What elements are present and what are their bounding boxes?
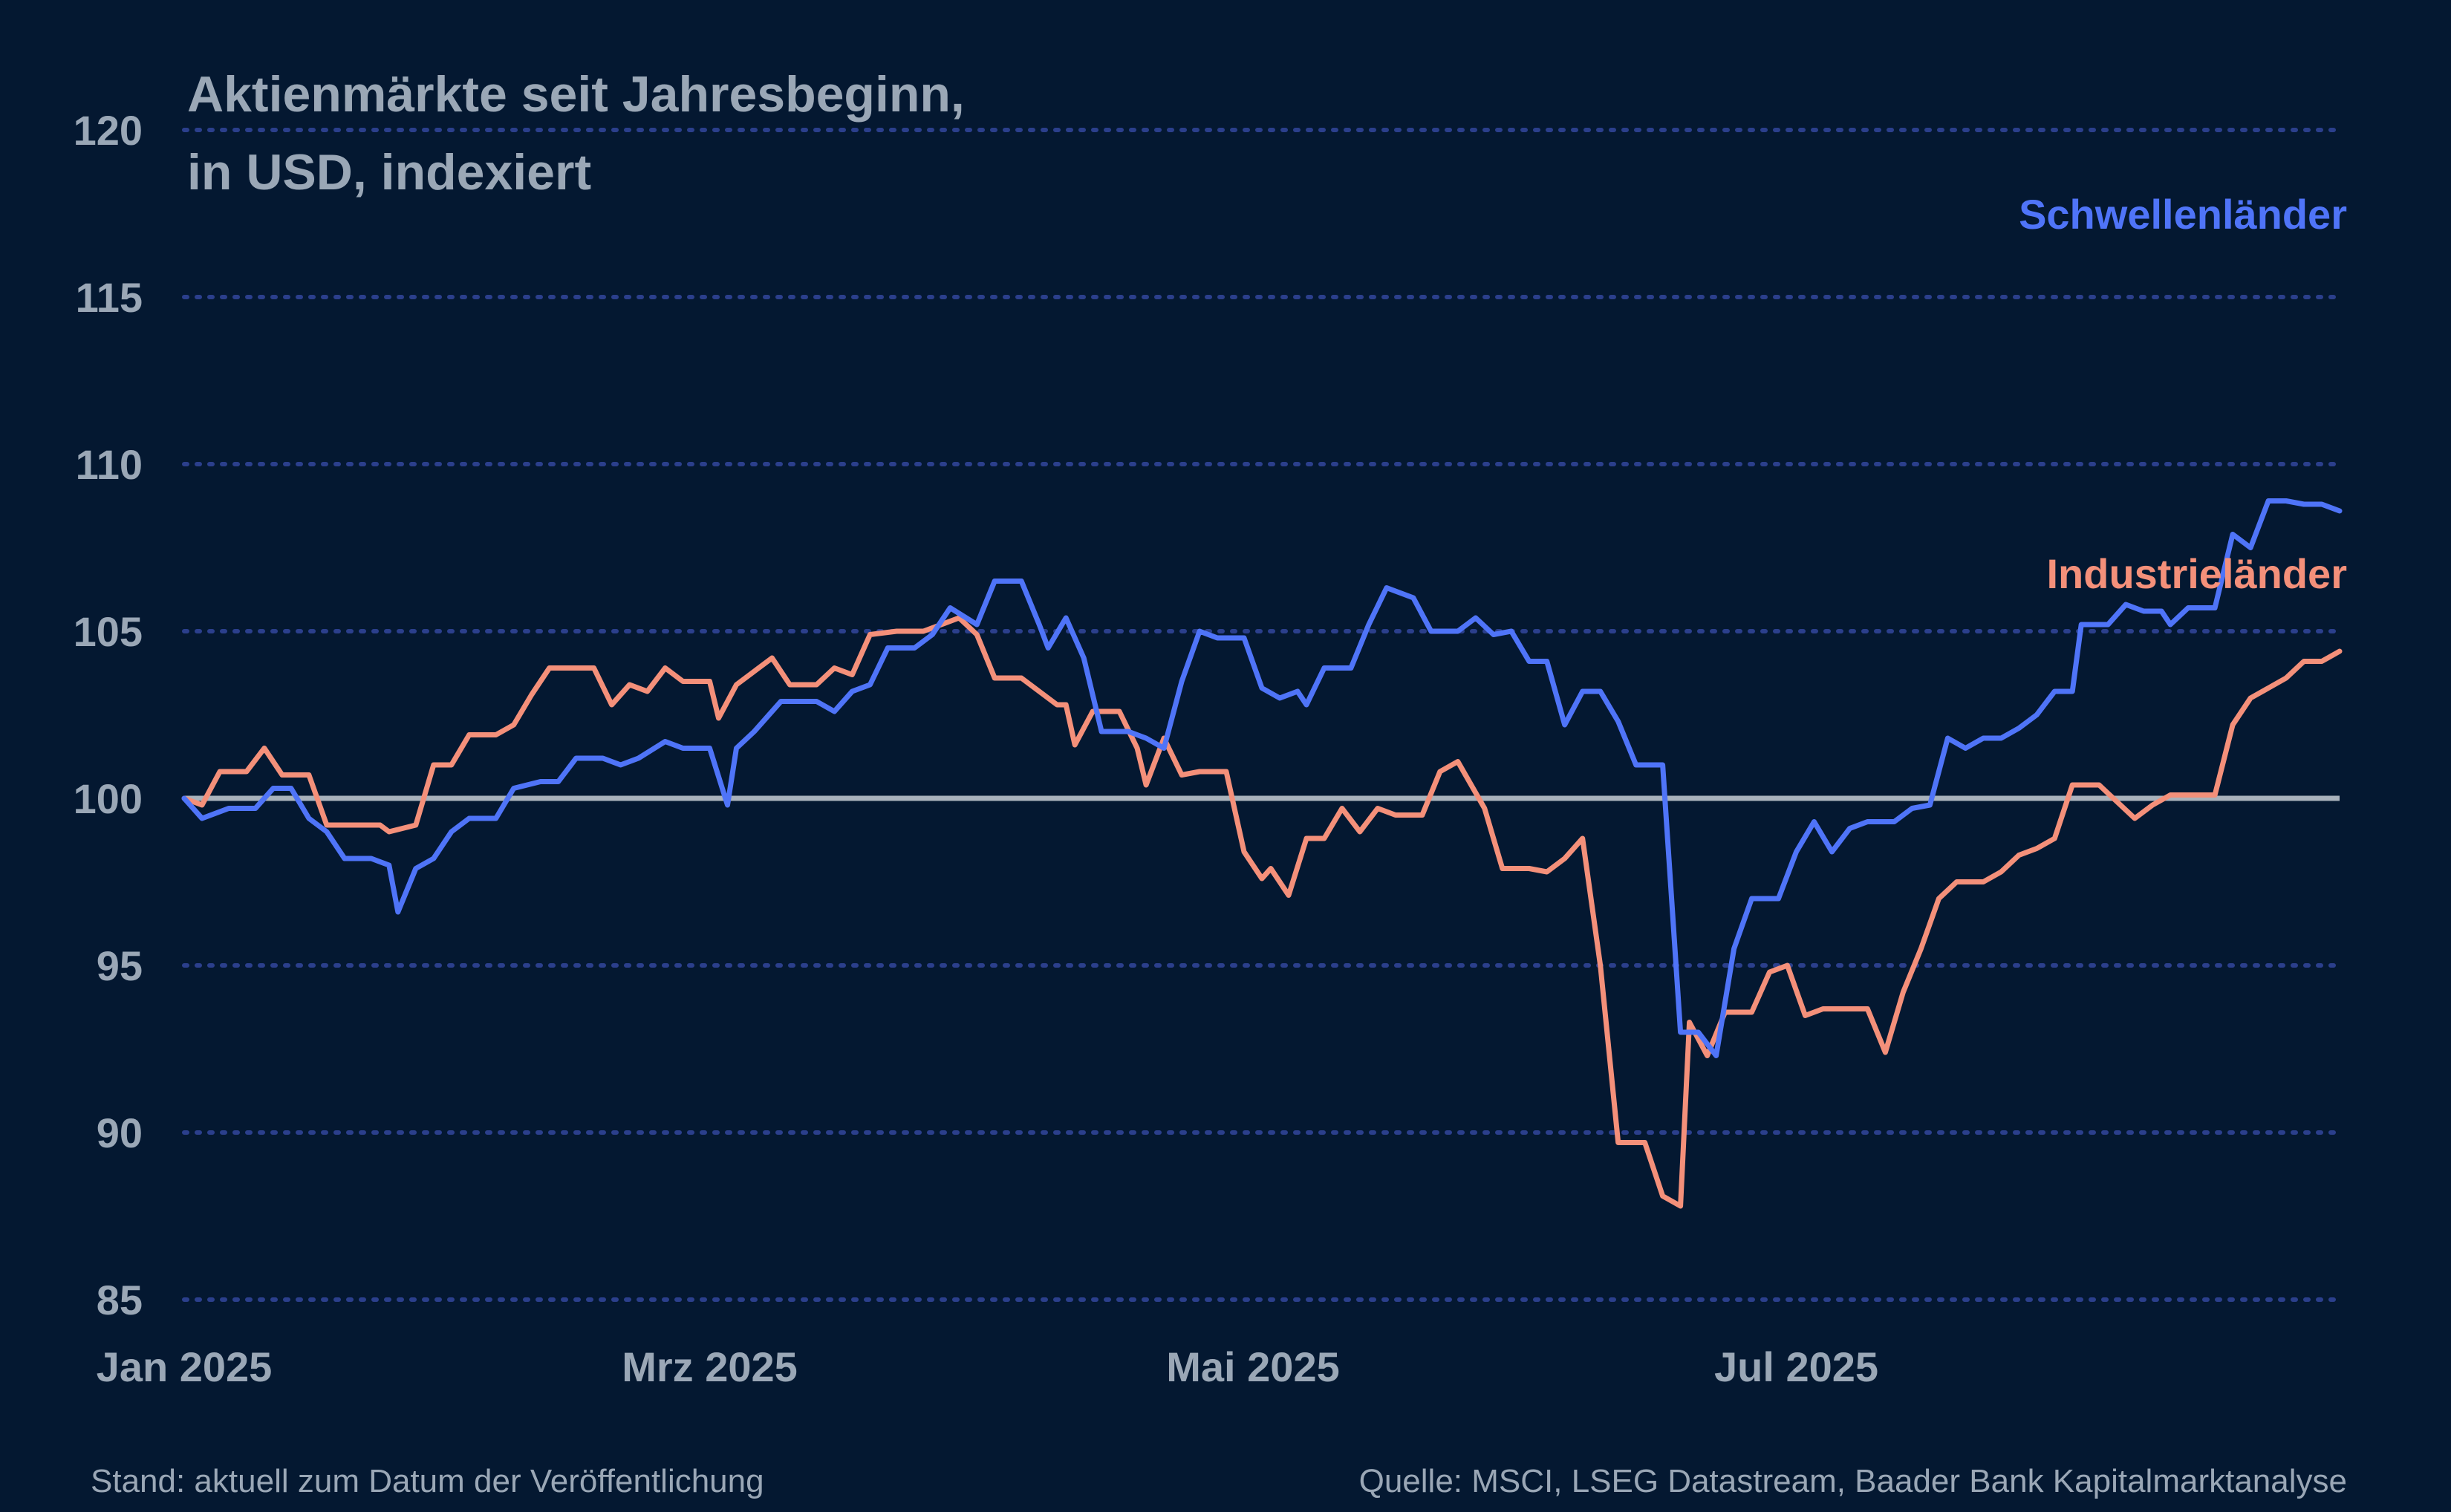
y-axis-ticks: 120 115 110 105 100 95 90 85 xyxy=(74,107,143,1323)
footer-note: Stand: aktuell zum Datum der Veröffentli… xyxy=(91,1463,764,1499)
y-tick-label-105: 105 xyxy=(74,608,143,655)
series-label-emerging: Schwellenländer xyxy=(2019,191,2347,238)
series-line-developed xyxy=(181,615,2343,1209)
x-axis-ticks: Jan 2025 Mrz 2025 Mai 2025 Jul 2025 xyxy=(97,1343,1878,1390)
chart-title-line-2: in USD, indexiert xyxy=(187,144,591,201)
series-label-developed: Industrieländer xyxy=(2046,550,2347,597)
chart-title-line-1: Aktienmärkte seit Jahresbeginn, xyxy=(187,66,965,123)
footer-source: Quelle: MSCI, LSEG Datastream, Baader Ba… xyxy=(1359,1463,2347,1499)
y-tick-label-110: 110 xyxy=(76,441,143,488)
series-line-emerging xyxy=(181,498,2343,1058)
x-tick-label-0: Jan 2025 xyxy=(97,1343,273,1390)
y-tick-label-95: 95 xyxy=(97,942,143,989)
x-tick-label-1: Mrz 2025 xyxy=(622,1343,798,1390)
y-tick-label-115: 115 xyxy=(76,274,143,321)
y-tick-label-100: 100 xyxy=(74,775,143,822)
y-tick-label-90: 90 xyxy=(97,1109,143,1156)
series-layer xyxy=(181,498,2343,1209)
x-tick-label-2: Mai 2025 xyxy=(1166,1343,1340,1390)
x-tick-label-3: Jul 2025 xyxy=(1714,1343,1878,1390)
gridlines xyxy=(182,128,2342,1302)
y-tick-label-120: 120 xyxy=(74,107,143,154)
y-tick-label-85: 85 xyxy=(97,1277,143,1323)
